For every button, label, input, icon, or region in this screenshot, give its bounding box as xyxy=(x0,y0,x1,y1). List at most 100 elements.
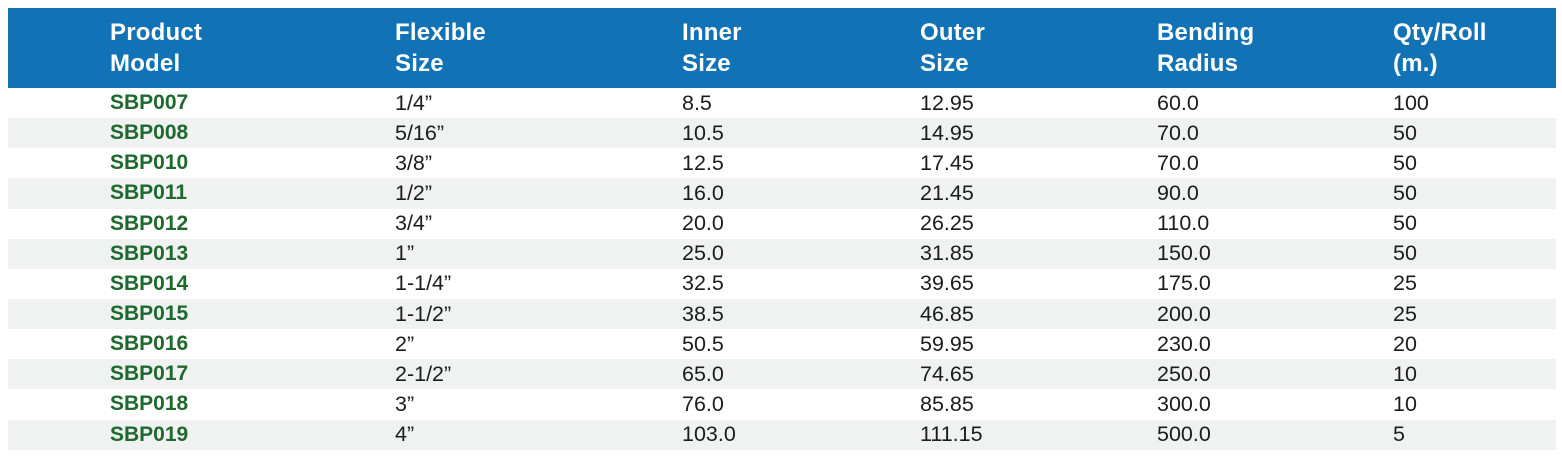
flexible-size-cell: 3/4” xyxy=(395,211,433,236)
flexible-size-cell: 5/16” xyxy=(395,120,445,145)
header-product-model-line2: Model xyxy=(110,50,181,77)
bending-radius-cell: 110.0 xyxy=(1157,211,1210,236)
header-bending-radius-line2: Radius xyxy=(1157,50,1239,77)
qty-roll-cell: 50 xyxy=(1393,211,1417,236)
header-bending-radius: Bending Radius xyxy=(1151,8,1387,88)
table-row: SBP013 1” 25.0 31.85 150.0 50 xyxy=(8,238,1556,269)
bending-radius-cell: 60.0 xyxy=(1157,90,1199,115)
table-header: Product Model Flexible Size Inner Size O… xyxy=(8,8,1556,88)
header-qty-roll-line2: (m.) xyxy=(1393,50,1438,77)
product-model-cell: SBP019 xyxy=(110,422,189,446)
table-row: SBP007 1/4” 8.5 12.95 60.0 100 xyxy=(8,88,1556,119)
bending-radius-cell: 230.0 xyxy=(1157,331,1211,356)
table-row: SBP019 4” 103.0 111.15 500.0 5 xyxy=(8,419,1556,450)
outer-size-cell: 12.95 xyxy=(920,90,974,115)
qty-roll-cell: 50 xyxy=(1393,150,1417,175)
header-row: Product Model Flexible Size Inner Size O… xyxy=(8,8,1556,88)
table-row: SBP014 1-1/4” 32.5 39.65 175.0 25 xyxy=(8,268,1556,299)
product-model-cell: SBP016 xyxy=(110,332,189,356)
outer-size-cell: 111.15 xyxy=(920,422,983,447)
header-outer-size-line2: Size xyxy=(920,50,969,77)
inner-size-cell: 12.5 xyxy=(682,150,724,175)
table-row: SBP010 3/8” 12.5 17.45 70.0 50 xyxy=(8,148,1556,179)
inner-size-cell: 16.0 xyxy=(682,180,724,205)
bending-radius-cell: 250.0 xyxy=(1157,361,1211,386)
header-inner-size-line1: Inner xyxy=(682,19,742,46)
outer-size-cell: 39.65 xyxy=(920,271,974,296)
inner-size-cell: 32.5 xyxy=(682,271,724,296)
flexible-size-cell: 1/4” xyxy=(395,90,433,115)
qty-roll-cell: 25 xyxy=(1393,301,1417,326)
inner-size-cell: 103.0 xyxy=(682,422,736,447)
product-model-cell: SBP017 xyxy=(110,362,189,386)
product-spec-table-wrap: Product Model Flexible Size Inner Size O… xyxy=(8,8,1556,450)
outer-size-cell: 26.25 xyxy=(920,211,974,236)
qty-roll-cell: 10 xyxy=(1393,391,1417,416)
outer-size-cell: 21.45 xyxy=(920,180,974,205)
qty-roll-cell: 25 xyxy=(1393,271,1417,296)
outer-size-cell: 14.95 xyxy=(920,120,974,145)
outer-size-cell: 17.45 xyxy=(920,150,974,175)
qty-roll-cell: 5 xyxy=(1393,422,1405,447)
bending-radius-cell: 175.0 xyxy=(1157,271,1211,296)
inner-size-cell: 10.5 xyxy=(682,120,724,145)
header-flexible-size-line1: Flexible xyxy=(395,19,486,46)
header-bending-radius-line1: Bending xyxy=(1157,19,1255,46)
header-outer-size: Outer Size xyxy=(914,8,1151,88)
outer-size-cell: 59.95 xyxy=(920,331,974,356)
bending-radius-cell: 200.0 xyxy=(1157,301,1211,326)
inner-size-cell: 25.0 xyxy=(682,241,724,266)
table-row: SBP008 5/16” 10.5 14.95 70.0 50 xyxy=(8,118,1556,149)
outer-size-cell: 31.85 xyxy=(920,241,974,266)
bending-radius-cell: 300.0 xyxy=(1157,391,1211,416)
qty-roll-cell: 20 xyxy=(1393,331,1417,356)
table-row: SBP011 1/2” 16.0 21.45 90.0 50 xyxy=(8,178,1556,209)
flexible-size-cell: 1-1/2” xyxy=(395,301,452,326)
header-flexible-size: Flexible Size xyxy=(389,8,676,88)
flexible-size-cell: 2-1/2” xyxy=(395,361,452,386)
table-row: SBP018 3” 76.0 85.85 300.0 10 xyxy=(8,389,1556,420)
table-row: SBP015 1-1/2” 38.5 46.85 200.0 25 xyxy=(8,298,1556,330)
header-product-model: Product Model xyxy=(8,8,389,88)
qty-roll-cell: 50 xyxy=(1393,241,1417,266)
header-product-model-line1: Product xyxy=(110,19,203,46)
flexible-size-cell: 1-1/4” xyxy=(395,271,452,296)
header-flexible-size-line2: Size xyxy=(395,50,444,77)
bending-radius-cell: 150.0 xyxy=(1157,241,1211,266)
outer-size-cell: 46.85 xyxy=(920,301,974,326)
header-qty-roll: Qty/Roll (m.) xyxy=(1387,8,1556,88)
product-spec-table: Product Model Flexible Size Inner Size O… xyxy=(8,8,1556,450)
product-model-cell: SBP012 xyxy=(110,211,189,235)
bending-radius-cell: 70.0 xyxy=(1157,150,1199,175)
header-outer-size-line1: Outer xyxy=(920,19,986,46)
product-model-cell: SBP015 xyxy=(110,302,189,326)
product-model-cell: SBP007 xyxy=(110,91,189,115)
bending-radius-cell: 90.0 xyxy=(1157,180,1199,205)
inner-size-cell: 38.5 xyxy=(682,301,724,326)
inner-size-cell: 20.0 xyxy=(682,211,724,236)
flexible-size-cell: 4” xyxy=(395,422,415,447)
product-model-cell: SBP013 xyxy=(110,241,189,265)
bending-radius-cell: 500.0 xyxy=(1157,422,1211,447)
flexible-size-cell: 3/8” xyxy=(395,150,433,175)
flexible-size-cell: 2” xyxy=(395,331,415,356)
outer-size-cell: 74.65 xyxy=(920,361,974,386)
flexible-size-cell: 1/2” xyxy=(395,180,433,205)
header-qty-roll-line1: Qty/Roll xyxy=(1393,19,1487,46)
product-model-cell: SBP011 xyxy=(110,181,188,205)
qty-roll-cell: 50 xyxy=(1393,180,1417,205)
qty-roll-cell: 10 xyxy=(1393,361,1417,386)
header-inner-size-line2: Size xyxy=(682,50,731,77)
product-model-cell: SBP010 xyxy=(110,151,189,175)
table-row: SBP016 2” 50.5 59.95 230.0 20 xyxy=(8,329,1556,360)
inner-size-cell: 65.0 xyxy=(682,361,724,386)
product-model-cell: SBP014 xyxy=(110,271,189,295)
inner-size-cell: 50.5 xyxy=(682,331,724,356)
qty-roll-cell: 50 xyxy=(1393,120,1417,145)
table-row: SBP017 2-1/2” 65.0 74.65 250.0 10 xyxy=(8,359,1556,390)
flexible-size-cell: 3” xyxy=(395,391,415,416)
bending-radius-cell: 70.0 xyxy=(1157,120,1199,145)
outer-size-cell: 85.85 xyxy=(920,391,974,416)
product-model-cell: SBP018 xyxy=(110,392,189,416)
inner-size-cell: 8.5 xyxy=(682,90,712,115)
